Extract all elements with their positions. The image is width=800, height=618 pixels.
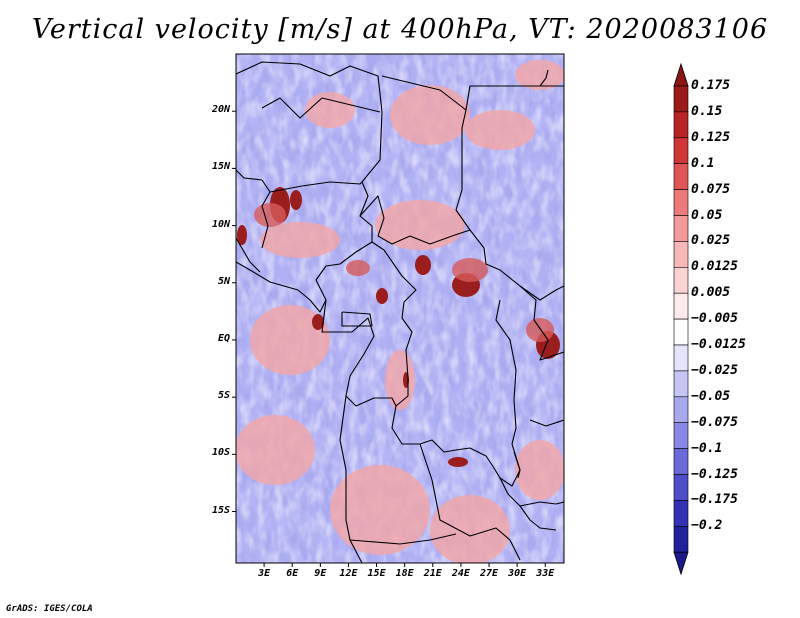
colorbar-swatch xyxy=(673,344,689,372)
lon-tick-label: 21E xyxy=(423,568,442,579)
plot-title: Vertical velocity [m/s] at 400hPa, VT: 2… xyxy=(31,14,769,45)
lon-tick-label: 3E xyxy=(258,568,271,579)
colorbar-swatch xyxy=(673,111,689,139)
grads-credit: GrADS: IGES/COLA xyxy=(6,604,93,614)
colorbar-swatch xyxy=(673,370,689,398)
lon-tick-label: 12E xyxy=(339,568,358,579)
colorbar-swatch xyxy=(673,241,689,268)
colorbar-level-label: −0.1 xyxy=(691,440,723,456)
colorbar-level-label: −0.125 xyxy=(691,466,738,482)
colorbar-level-label: 0.05 xyxy=(691,207,723,223)
colorbar-swatch xyxy=(673,85,689,113)
colorbar-over-triangle xyxy=(673,62,689,87)
colorbar-swatch xyxy=(673,266,689,294)
lat-tick-label: 20N xyxy=(211,104,230,116)
lon-tick-label: 15E xyxy=(367,568,386,579)
colorbar-swatch xyxy=(673,163,689,190)
lat-tick-label: 10S xyxy=(211,447,230,459)
colorbar-level-label: 0.075 xyxy=(691,181,731,197)
lat-tick-label: 10N xyxy=(211,218,230,230)
lat-tick-label: 15S xyxy=(211,504,230,516)
lon-tick-label: 18E xyxy=(395,568,414,579)
colorbar-swatch xyxy=(673,318,689,346)
colorbar-swatch xyxy=(673,215,689,242)
colorbar-swatch xyxy=(673,525,689,553)
colorbar-level-label: −0.175 xyxy=(691,492,738,508)
colorbar-level-label: −0.2 xyxy=(691,518,723,534)
vertical-velocity-field xyxy=(236,54,564,563)
map-frame xyxy=(235,53,565,564)
colorbar-level-label: 0.025 xyxy=(691,233,731,249)
colorbar-level-label: 0.005 xyxy=(691,285,731,301)
lon-tick-label: 6E xyxy=(286,568,299,579)
colorbar-level-label: −0.005 xyxy=(691,311,738,327)
colorbar-swatch xyxy=(673,292,689,320)
colorbar-level-label: 0.0125 xyxy=(691,259,738,275)
colorbar-level-label: 0.1 xyxy=(691,155,715,171)
colorbar-swatch xyxy=(673,474,689,501)
colorbar-level-label: −0.05 xyxy=(691,388,731,404)
colorbar-level-label: 0.15 xyxy=(691,103,723,119)
colorbar-level-label: −0.0125 xyxy=(691,337,746,352)
colorbar-level-label: −0.075 xyxy=(691,414,738,430)
lon-tick-label: 24E xyxy=(451,568,470,579)
colorbar-level-label: 0.125 xyxy=(691,129,731,145)
lon-tick-label: 9E xyxy=(314,568,327,579)
colorbar-swatch xyxy=(673,448,689,475)
colorbar-under-triangle xyxy=(673,551,689,576)
colorbar-swatch xyxy=(673,422,689,449)
lon-tick-label: 33E xyxy=(536,568,555,579)
colorbar-swatch xyxy=(673,137,689,165)
colorbar-swatch xyxy=(673,396,689,423)
lon-tick-label: 30E xyxy=(508,568,527,579)
colorbar-level-label: −0.025 xyxy=(691,362,738,378)
lat-tick-label: EQ xyxy=(217,332,230,344)
colorbar-swatch xyxy=(673,500,689,527)
colorbar-swatch xyxy=(673,189,689,216)
lat-tick-label: 5S xyxy=(217,390,230,402)
lon-tick-label: 27E xyxy=(479,568,499,579)
colorbar-level-label: 0.175 xyxy=(691,78,731,93)
lat-tick-label: 5N xyxy=(217,275,230,287)
lat-tick-label: 15N xyxy=(211,161,230,173)
